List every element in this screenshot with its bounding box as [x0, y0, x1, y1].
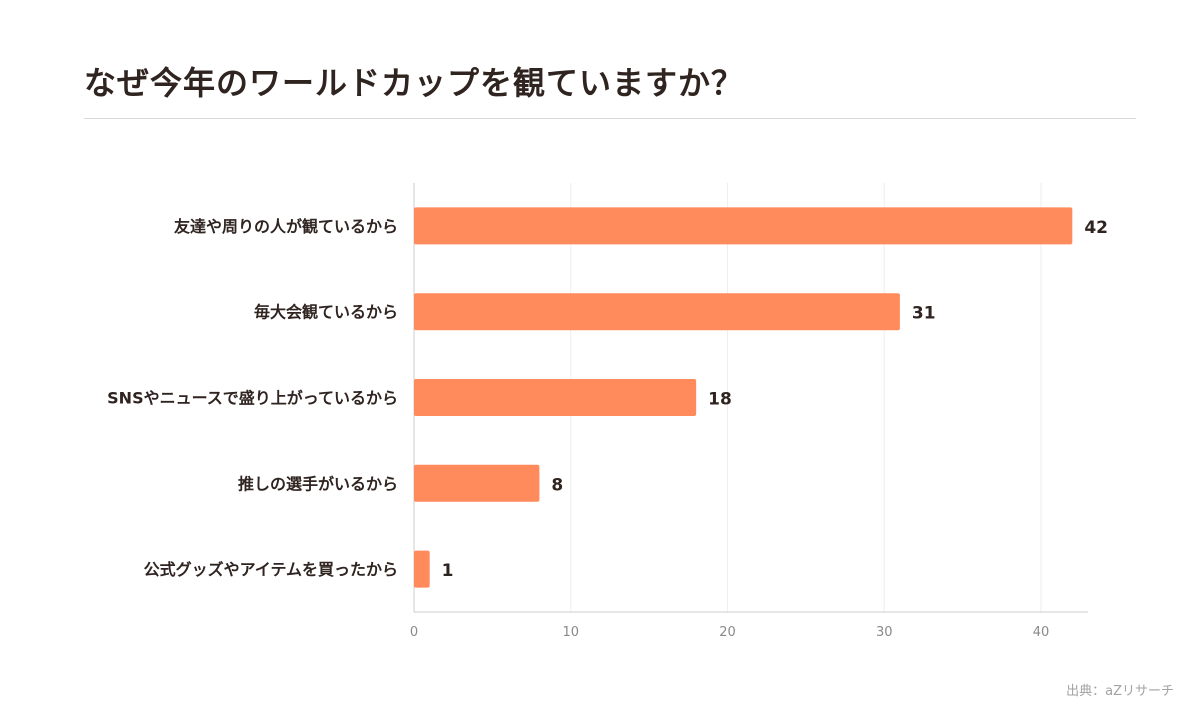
data-label: 18	[708, 390, 732, 410]
chart-title: なぜ今年のワールドカップを観ていますか？	[84, 64, 745, 102]
x-tick-label: 30	[876, 625, 893, 640]
data-label: 42	[1084, 218, 1108, 238]
bar	[414, 464, 540, 502]
data-label: 8	[551, 475, 563, 495]
source-note: 出典：aZリサーチ	[1066, 684, 1174, 699]
category-label: 友達や周りの人が観ているから	[174, 217, 398, 236]
bar	[414, 207, 1073, 245]
data-label: 1	[442, 561, 454, 581]
x-tick-label: 20	[719, 625, 736, 640]
bar	[414, 293, 900, 331]
category-label: 毎大会観ているから	[254, 303, 398, 322]
x-tick-label: 10	[562, 625, 579, 640]
bar	[414, 550, 430, 588]
bar	[414, 379, 697, 416]
title-divider	[84, 118, 1136, 119]
x-tick-label: 40	[1033, 625, 1050, 640]
category-label: SNSやニュースで盛り上がっているから	[107, 389, 398, 408]
data-label: 31	[912, 304, 936, 324]
category-label: 推しの選手がいるから	[238, 474, 398, 493]
x-tick-label: 0	[410, 625, 418, 640]
category-label: 公式グッズやアイテムを買ったから	[144, 560, 398, 579]
